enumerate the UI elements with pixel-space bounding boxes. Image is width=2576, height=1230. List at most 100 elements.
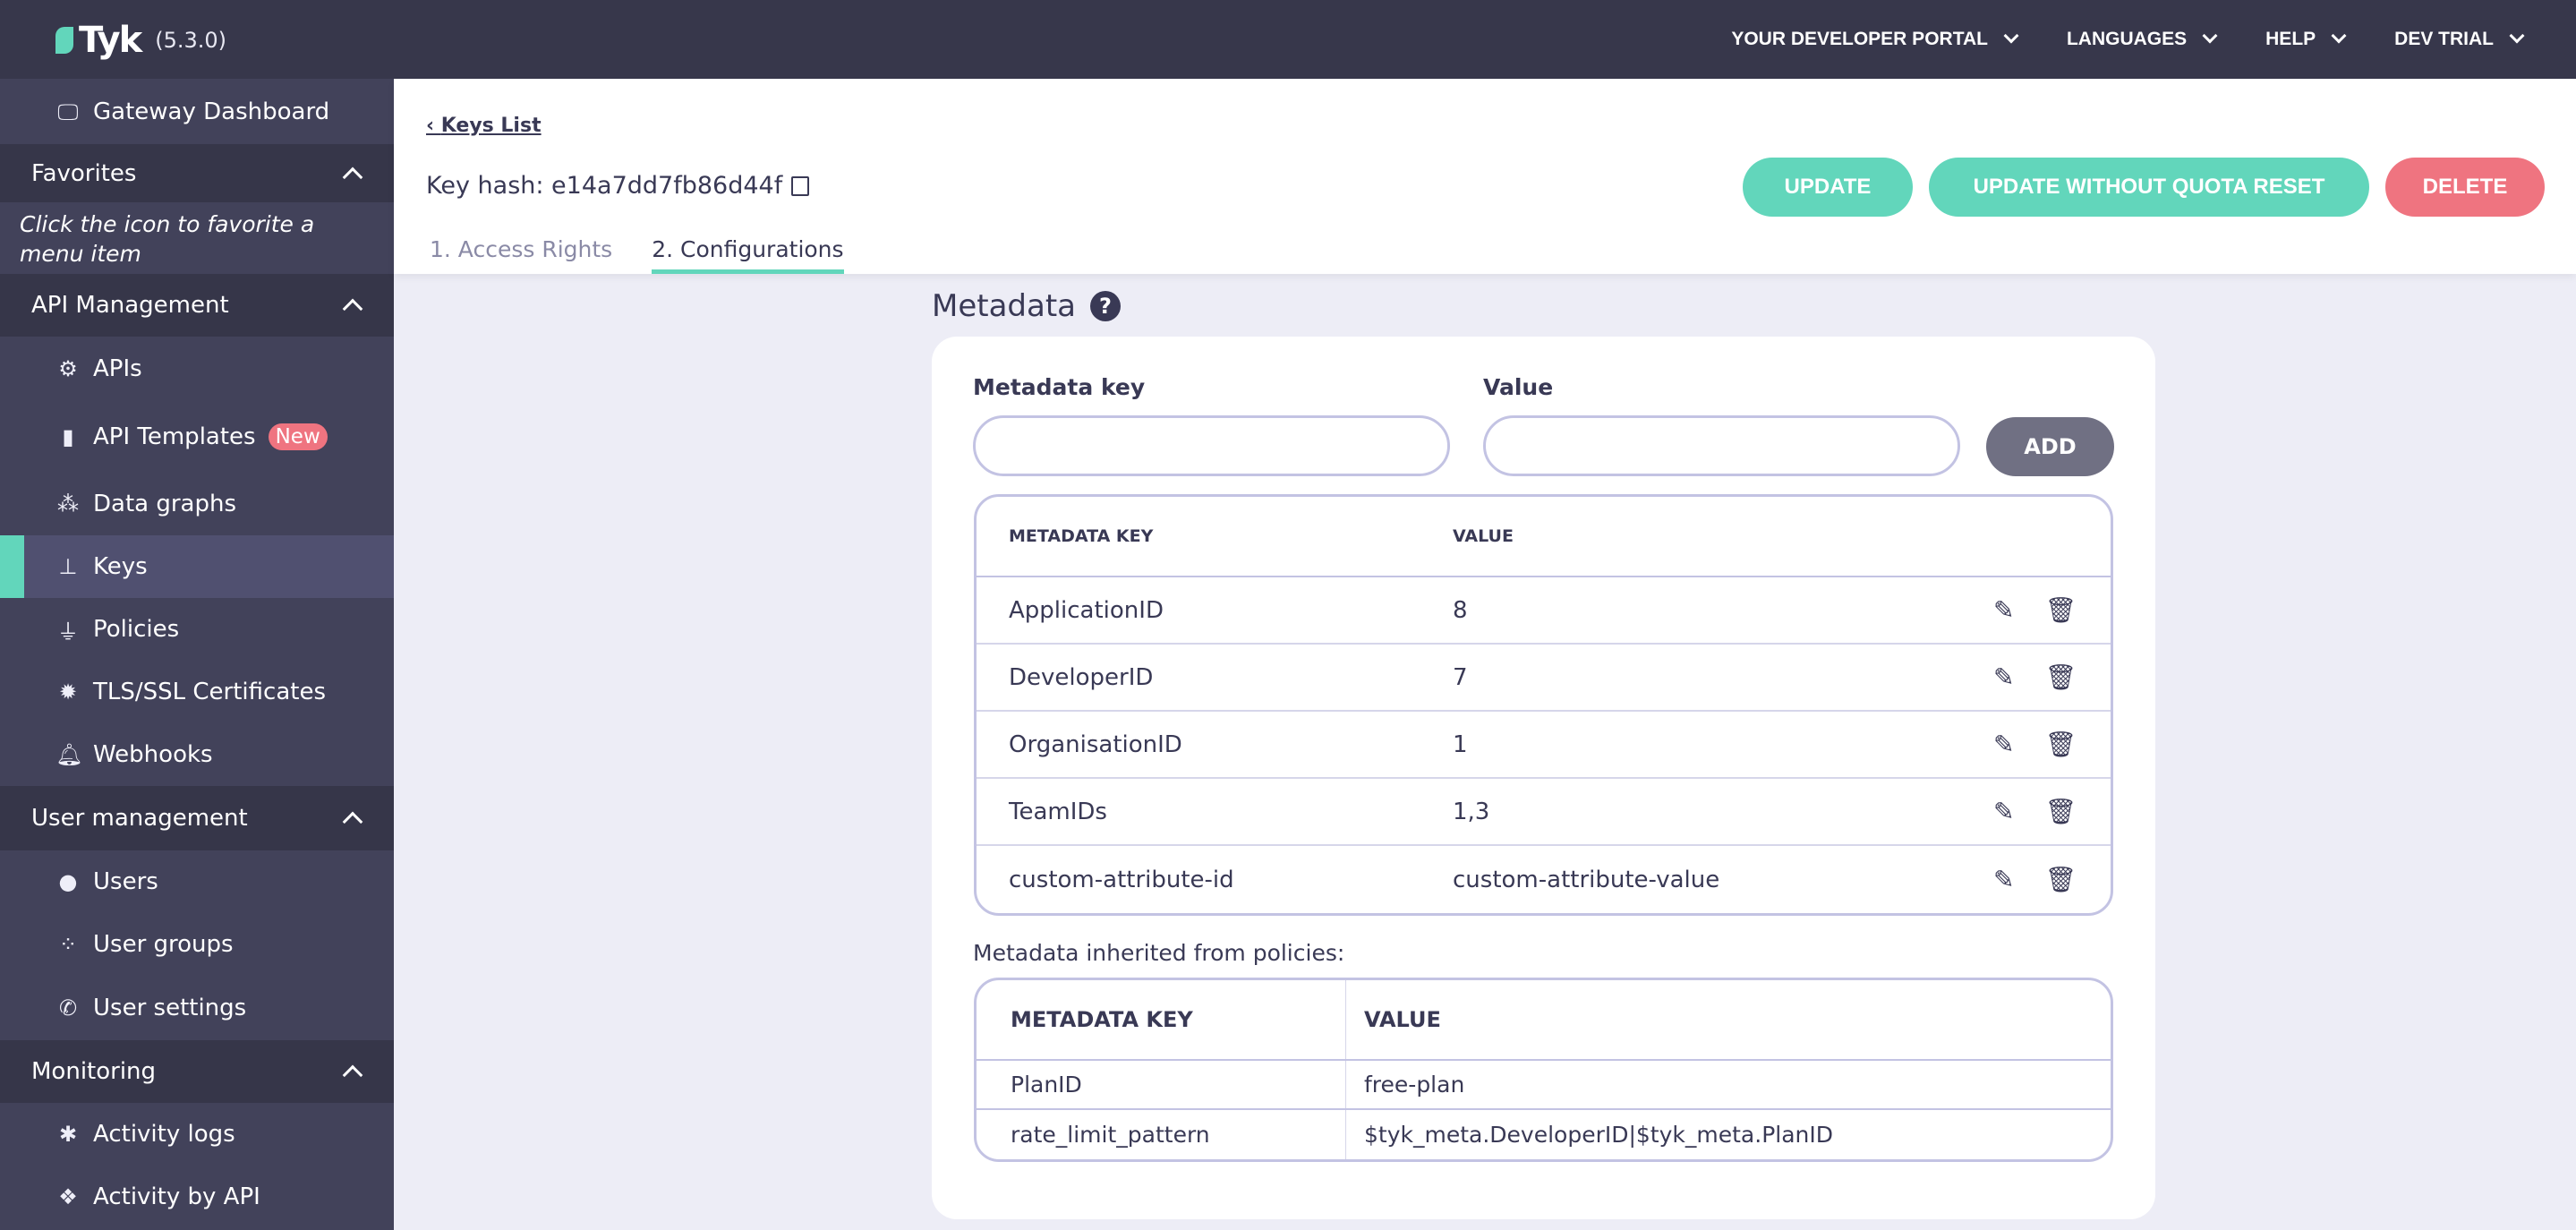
top-nav: YOUR DEVELOPER PORTAL LANGUAGES HELP DEV… xyxy=(1731,0,2525,79)
sidebar-item-gateway-dashboard[interactable]: 🖵 Gateway Dashboard xyxy=(0,79,394,144)
sidebar-item-keys[interactable]: ⊥ Keys xyxy=(0,535,394,598)
metadata-table: METADATA KEY VALUE ApplicationID 8 ✎ 🗑︎ Deve… xyxy=(974,494,2113,916)
metadata-key-input[interactable] xyxy=(973,415,1450,476)
label: Data graphs xyxy=(93,490,236,517)
sidebar-item-apis[interactable]: ⚙ APIs xyxy=(0,337,394,401)
tyk-logo[interactable]: Tyk (5.3.0) xyxy=(55,20,226,61)
label: API Management xyxy=(31,292,229,319)
back-label: Keys List xyxy=(440,115,542,137)
label: User groups xyxy=(93,931,234,958)
section-favorites[interactable]: Favorites xyxy=(0,144,394,202)
tabs: 1. Access Rights 2. Configurations xyxy=(430,236,844,274)
data-graph-icon: ⁂ xyxy=(57,491,79,517)
edit-icon[interactable]: ✎ xyxy=(1992,797,2015,826)
sidebar-item-user-groups[interactable]: ⁘ User groups xyxy=(0,913,394,976)
edit-icon[interactable]: ✎ xyxy=(1992,865,2015,894)
sidebar-item-policies[interactable]: ⏚ Policies xyxy=(0,598,394,661)
tab-configurations[interactable]: 2. Configurations xyxy=(652,236,844,274)
sidebar-item-activity-by-api[interactable]: ❖ Activity by API xyxy=(0,1166,394,1228)
file-icon: ▮ xyxy=(62,423,74,449)
update-without-quota-reset-button[interactable]: UPDATE WITHOUT QUOTA RESET xyxy=(1929,158,2369,217)
add-button[interactable]: ADD xyxy=(1986,417,2114,476)
user-icon: ● xyxy=(58,869,78,894)
trash-icon[interactable]: 🗑︎ xyxy=(2044,595,2077,625)
sidebar-item-api-templates[interactable]: ▮ API Templates New xyxy=(0,401,394,472)
trash-icon[interactable]: 🗑︎ xyxy=(2044,662,2077,692)
top-bar: Tyk (5.3.0) YOUR DEVELOPER PORTAL LANGUA… xyxy=(0,0,2576,79)
edit-icon[interactable]: ✎ xyxy=(1992,662,2015,692)
cell-key: TeamIDs xyxy=(1009,798,1107,825)
metadata-card: Metadata key Value ADD METADATA KEY VALUE… xyxy=(932,337,2155,1219)
sidebar-item-users[interactable]: ● Users xyxy=(0,850,394,913)
copy-icon[interactable] xyxy=(791,175,810,196)
sidebar-item-activity-logs[interactable]: ✱ Activity logs xyxy=(0,1103,394,1166)
cubes-icon: ❖ xyxy=(58,1184,78,1209)
edit-icon[interactable]: ✎ xyxy=(1992,595,2015,625)
sitemap-icon: ⊥ xyxy=(58,554,78,579)
certificate-icon: ✹ xyxy=(58,679,78,705)
key-hash-text: Key hash: e14a7dd7fb86d44f xyxy=(426,172,783,200)
nav-developer-portal[interactable]: YOUR DEVELOPER PORTAL xyxy=(1731,28,2019,50)
trash-icon[interactable]: 🗑︎ xyxy=(2044,730,2077,759)
sidebar-item-data-graphs[interactable]: ⁂ Data graphs xyxy=(0,472,394,535)
section-api-management[interactable]: API Management xyxy=(0,274,394,337)
table-row: PlanID free-plan xyxy=(977,1061,2111,1110)
table-row: rate_limit_pattern $tyk_meta.DeveloperID|… xyxy=(977,1110,2111,1159)
cell-value: 7 xyxy=(1453,663,1468,691)
label: Monitoring xyxy=(31,1058,157,1085)
metadata-heading: Metadata? xyxy=(932,288,1122,324)
chevron-down-icon xyxy=(2509,28,2525,44)
table-row: custom-attribute-id custom-attribute-valu… xyxy=(977,846,2111,913)
section-monitoring[interactable]: Monitoring xyxy=(0,1040,394,1103)
edit-icon[interactable]: ✎ xyxy=(1992,730,2015,759)
sidebar-item-webhooks[interactable]: 🔔︎ Webhooks xyxy=(0,723,394,786)
label: Webhooks xyxy=(93,741,213,768)
table-row: ApplicationID 8 ✎ 🗑︎ xyxy=(977,577,2111,645)
metadata-key-label: Metadata key xyxy=(973,374,1146,400)
cell-value: free-plan xyxy=(1364,1072,1465,1098)
table-header: METADATA KEY VALUE xyxy=(977,980,2111,1061)
update-button[interactable]: UPDATE xyxy=(1743,158,1913,217)
phone-icon: ✆ xyxy=(58,995,78,1021)
column-header-key: METADATA KEY xyxy=(1009,526,1154,546)
nav-languages[interactable]: LANGUAGES xyxy=(2066,28,2218,50)
inherited-metadata-table: METADATA KEY VALUE PlanID free-plan rate_l… xyxy=(974,978,2113,1162)
chevron-up-icon xyxy=(342,1064,363,1086)
cell-value: 1 xyxy=(1453,730,1468,758)
help-icon[interactable]: ? xyxy=(1090,291,1122,321)
back-to-keys-list-link[interactable]: ‹ Keys List xyxy=(426,115,542,137)
metadata-value-input[interactable] xyxy=(1483,415,1960,476)
trash-icon[interactable]: 🗑︎ xyxy=(2044,865,2077,894)
trash-icon[interactable]: 🗑︎ xyxy=(2044,797,2077,826)
label: User management xyxy=(31,805,248,832)
nav-label: HELP xyxy=(2265,29,2316,49)
favorites-hint: Click the icon to favorite a menu item xyxy=(20,211,315,267)
chevron-down-icon xyxy=(2003,28,2019,44)
table-row: OrganisationID 1 ✎ 🗑︎ xyxy=(977,712,2111,779)
label: Gateway Dashboard xyxy=(93,98,330,125)
cell-value: 1,3 xyxy=(1453,798,1490,825)
key-hash: Key hash: e14a7dd7fb86d44f xyxy=(426,172,810,200)
column-header-value: VALUE xyxy=(1453,526,1514,546)
tab-access-rights[interactable]: 1. Access Rights xyxy=(430,236,613,262)
table-header: METADATA KEY VALUE xyxy=(977,497,2111,577)
table-row: TeamIDs 1,3 ✎ 🗑︎ xyxy=(977,779,2111,846)
column-header-key: METADATA KEY xyxy=(977,980,1346,1059)
cell-key: custom-attribute-id xyxy=(1009,866,1234,893)
nav-dev-trial[interactable]: DEV TRIAL xyxy=(2394,28,2525,50)
new-badge: New xyxy=(268,423,328,450)
users-icon: ⁘ xyxy=(58,932,78,957)
delete-button[interactable]: DELETE xyxy=(2385,158,2545,217)
sidebar-item-user-settings[interactable]: ✆ User settings xyxy=(0,976,394,1040)
cell-value: 8 xyxy=(1453,596,1468,624)
label: TLS/SSL Certificates xyxy=(93,679,326,705)
label: Activity logs xyxy=(93,1121,235,1148)
label: User settings xyxy=(93,995,247,1021)
nav-label: LANGUAGES xyxy=(2066,29,2188,49)
sidebar-item-tls[interactable]: ✹ TLS/SSL Certificates xyxy=(0,661,394,723)
metadata-title: Metadata xyxy=(932,288,1077,324)
nav-help[interactable]: HELP xyxy=(2265,28,2347,50)
column-header-value: VALUE xyxy=(1364,1007,1441,1032)
monitor-icon: 🖵 xyxy=(57,98,79,124)
section-user-management[interactable]: User management xyxy=(0,786,394,850)
